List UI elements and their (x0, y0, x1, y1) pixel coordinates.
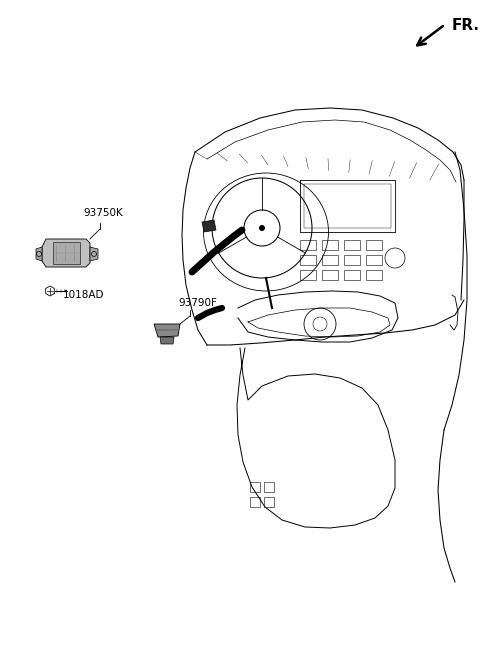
Bar (322, 270, 338, 280)
Bar (250, 497, 260, 507)
Bar (264, 497, 274, 507)
Text: 93750K: 93750K (83, 208, 123, 218)
Bar (366, 240, 382, 250)
Polygon shape (154, 324, 180, 337)
Bar (344, 255, 360, 265)
Polygon shape (42, 239, 90, 267)
Polygon shape (36, 247, 42, 261)
Bar (344, 240, 360, 250)
Bar (322, 255, 338, 265)
Bar (300, 240, 316, 250)
Circle shape (259, 225, 265, 231)
Bar (300, 255, 316, 265)
Text: FR.: FR. (452, 18, 480, 33)
Polygon shape (202, 220, 216, 232)
Bar (250, 482, 260, 492)
Bar (264, 482, 274, 492)
Polygon shape (160, 337, 174, 344)
Polygon shape (53, 242, 80, 264)
Bar (366, 255, 382, 265)
Text: 93790F: 93790F (178, 298, 217, 308)
Bar (300, 270, 316, 280)
Bar (344, 270, 360, 280)
Bar (322, 240, 338, 250)
Text: 1018AD: 1018AD (63, 290, 105, 300)
Polygon shape (90, 247, 98, 261)
Bar (366, 270, 382, 280)
